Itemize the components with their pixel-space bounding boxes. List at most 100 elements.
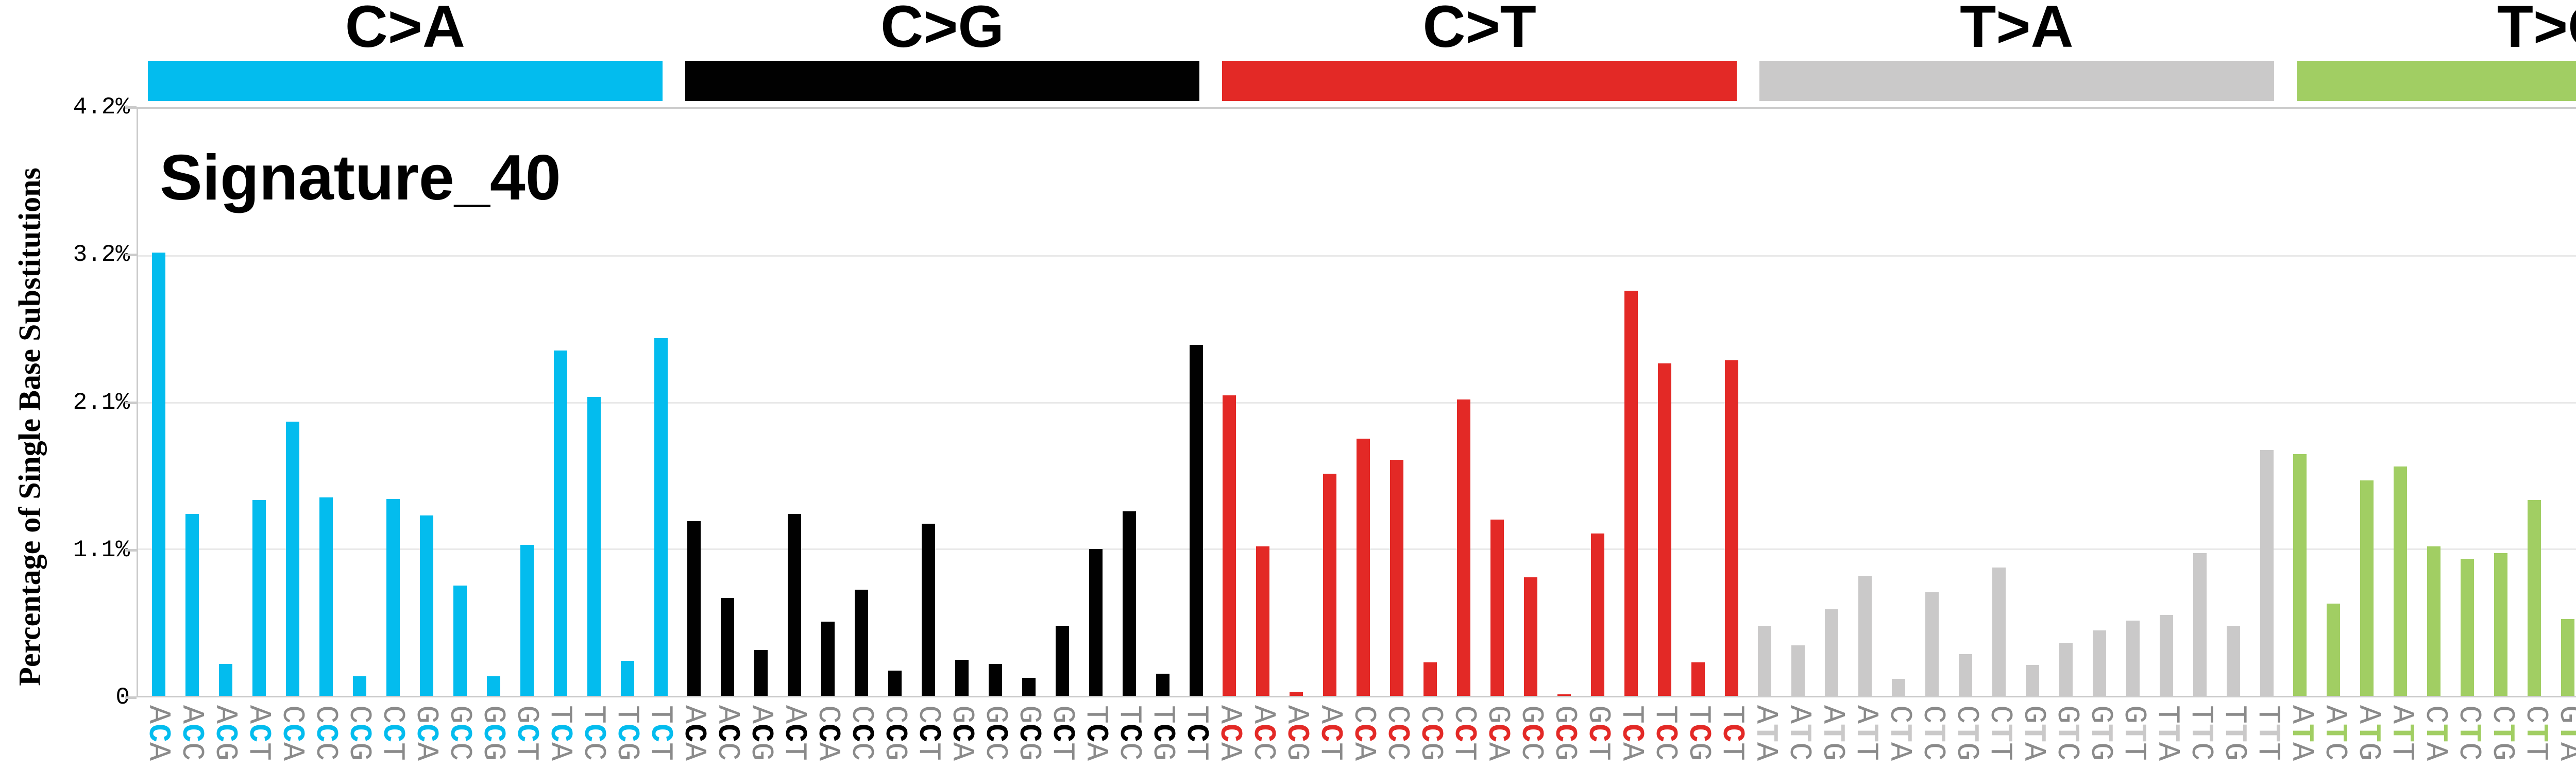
context-base-letter: G <box>1144 742 1180 761</box>
x-label-slot: GTG <box>2082 702 2117 767</box>
context-base-letter: A <box>240 705 276 724</box>
context-base-letter: T <box>508 742 544 761</box>
x-tick-label-c-a-gct: GCT <box>508 705 544 761</box>
header-strip-c-t <box>1222 61 1737 101</box>
x-tick-label-c-a-cca: CCA <box>274 705 309 761</box>
x-tick-label-t-c-ctt: CTT <box>2517 705 2553 761</box>
context-base-letter: T <box>2149 705 2184 724</box>
context-base-letter: G <box>608 742 644 761</box>
mutated-base-letter: C <box>1312 724 1347 743</box>
x-tick-label-c-t-ccg: CCG <box>1413 705 1448 761</box>
bar-slot <box>443 109 477 696</box>
context-base-letter: C <box>307 742 343 761</box>
x-label-slot: ATA <box>2283 702 2318 767</box>
bar-c-g-ccg <box>888 671 902 696</box>
bar-t-c-atc <box>2327 604 2341 696</box>
context-base-letter: T <box>1111 705 1146 724</box>
context-base-letter: G <box>2048 705 2084 724</box>
x-tick-label-c-t-cct: CCT <box>1446 705 1481 761</box>
x-label-slot: TCG <box>1144 702 1180 767</box>
x-label-slot: TCC <box>1647 702 1682 767</box>
bar-c-a-tcg <box>620 661 634 696</box>
bar-c-a-aca <box>152 253 166 696</box>
mutated-base-letter: T <box>2484 724 2519 743</box>
y-tick-mark-left <box>125 548 137 552</box>
header-group-c-a: C>A <box>137 0 674 101</box>
bar-group-t-c <box>2283 109 2576 696</box>
bar-slot <box>1280 109 1313 696</box>
mutated-base-letter: C <box>1044 724 1079 743</box>
bar-c-t-gct <box>1590 533 1604 696</box>
header-strip-c-a <box>148 61 663 101</box>
bar-group-c-g <box>677 109 1213 696</box>
bar-c-g-acg <box>754 649 768 696</box>
bar-slot <box>811 109 845 696</box>
x-label-slot: ATG <box>1815 702 1850 767</box>
bar-t-a-gtc <box>2059 642 2073 696</box>
context-base-letter: A <box>2383 705 2419 724</box>
context-base-letter: C <box>1379 742 1414 761</box>
x-tick-label-t-c-cta: CTA <box>2417 705 2452 761</box>
x-tick-label-t-a-ata: ATA <box>1748 705 1783 761</box>
bars-row <box>138 109 2576 696</box>
context-base-letter: A <box>1312 705 1347 724</box>
x-tick-label-t-a-atc: ATC <box>1781 705 1816 761</box>
x-tick-label-c-a-tct: TCT <box>642 705 677 761</box>
bar-t-c-ctg <box>2494 553 2508 696</box>
bar-c-a-cct <box>386 498 400 696</box>
context-base-letter: A <box>173 705 209 724</box>
x-label-slot: GCC <box>442 702 477 767</box>
x-tick-label-c-a-cct: CCT <box>374 705 410 761</box>
context-base-letter: C <box>2182 742 2218 761</box>
context-base-letter: C <box>809 705 845 724</box>
bar-slot <box>310 109 343 696</box>
context-base-letter: A <box>675 705 711 724</box>
bar-slot <box>1481 109 1514 696</box>
y-tick-label: 3.2% <box>73 241 130 269</box>
context-base-letter: G <box>207 742 242 761</box>
context-base-letter: C <box>1647 742 1682 761</box>
context-base-letter: C <box>2417 705 2452 724</box>
bar-c-g-aca <box>687 521 701 696</box>
bar-slot <box>2116 109 2149 696</box>
x-label-slot: TCA <box>542 702 577 767</box>
mutated-base-letter: C <box>1647 724 1682 743</box>
context-base-letter: G <box>341 742 376 761</box>
x-tick-label-c-g-cca: CCA <box>809 705 845 761</box>
context-base-letter: A <box>809 742 845 761</box>
x-tick-label-c-g-acg: ACG <box>742 705 778 761</box>
x-tick-label-c-t-acg: ACG <box>1279 705 1314 761</box>
bar-t-a-atg <box>1825 609 1839 696</box>
mutated-base-letter: C <box>575 724 611 743</box>
x-tick-label-c-t-acc: ACC <box>1245 705 1280 761</box>
context-base-letter: C <box>2484 705 2519 724</box>
bar-slot <box>978 109 1012 696</box>
bar-c-g-gca <box>955 659 969 696</box>
x-tick-label-t-a-ttc: TTC <box>2182 705 2218 761</box>
context-base-letter: A <box>742 705 778 724</box>
context-base-letter: T <box>2383 742 2419 761</box>
context-base-letter: C <box>274 705 309 724</box>
context-base-letter: G <box>1546 742 1582 761</box>
context-base-letter: C <box>2517 705 2553 724</box>
bar-slot <box>176 109 209 696</box>
mutated-base-letter: C <box>709 724 744 743</box>
context-base-letter: T <box>374 742 410 761</box>
bar-t-a-ctg <box>1959 654 1973 696</box>
context-base-letter: G <box>2551 705 2576 724</box>
bar-c-a-act <box>252 500 266 696</box>
bar-c-a-gct <box>520 545 534 696</box>
mutated-base-letter: C <box>408 724 443 743</box>
x-label-slot: CTA <box>1882 702 1917 767</box>
bar-slot <box>1581 109 1614 696</box>
bar-t-c-att <box>2394 466 2408 696</box>
bar-c-a-ccg <box>353 676 367 696</box>
bar-slot <box>142 109 176 696</box>
bar-c-t-ccc <box>1390 459 1404 696</box>
bar-slot <box>2484 109 2518 696</box>
bar-c-t-gcg <box>1557 694 1571 696</box>
mutated-base-letter: T <box>2216 724 2251 743</box>
x-label-slot: CTG <box>2484 702 2519 767</box>
x-tick-label-t-c-ctc: CTC <box>2451 705 2486 761</box>
x-label-slot: ACC <box>173 702 209 767</box>
